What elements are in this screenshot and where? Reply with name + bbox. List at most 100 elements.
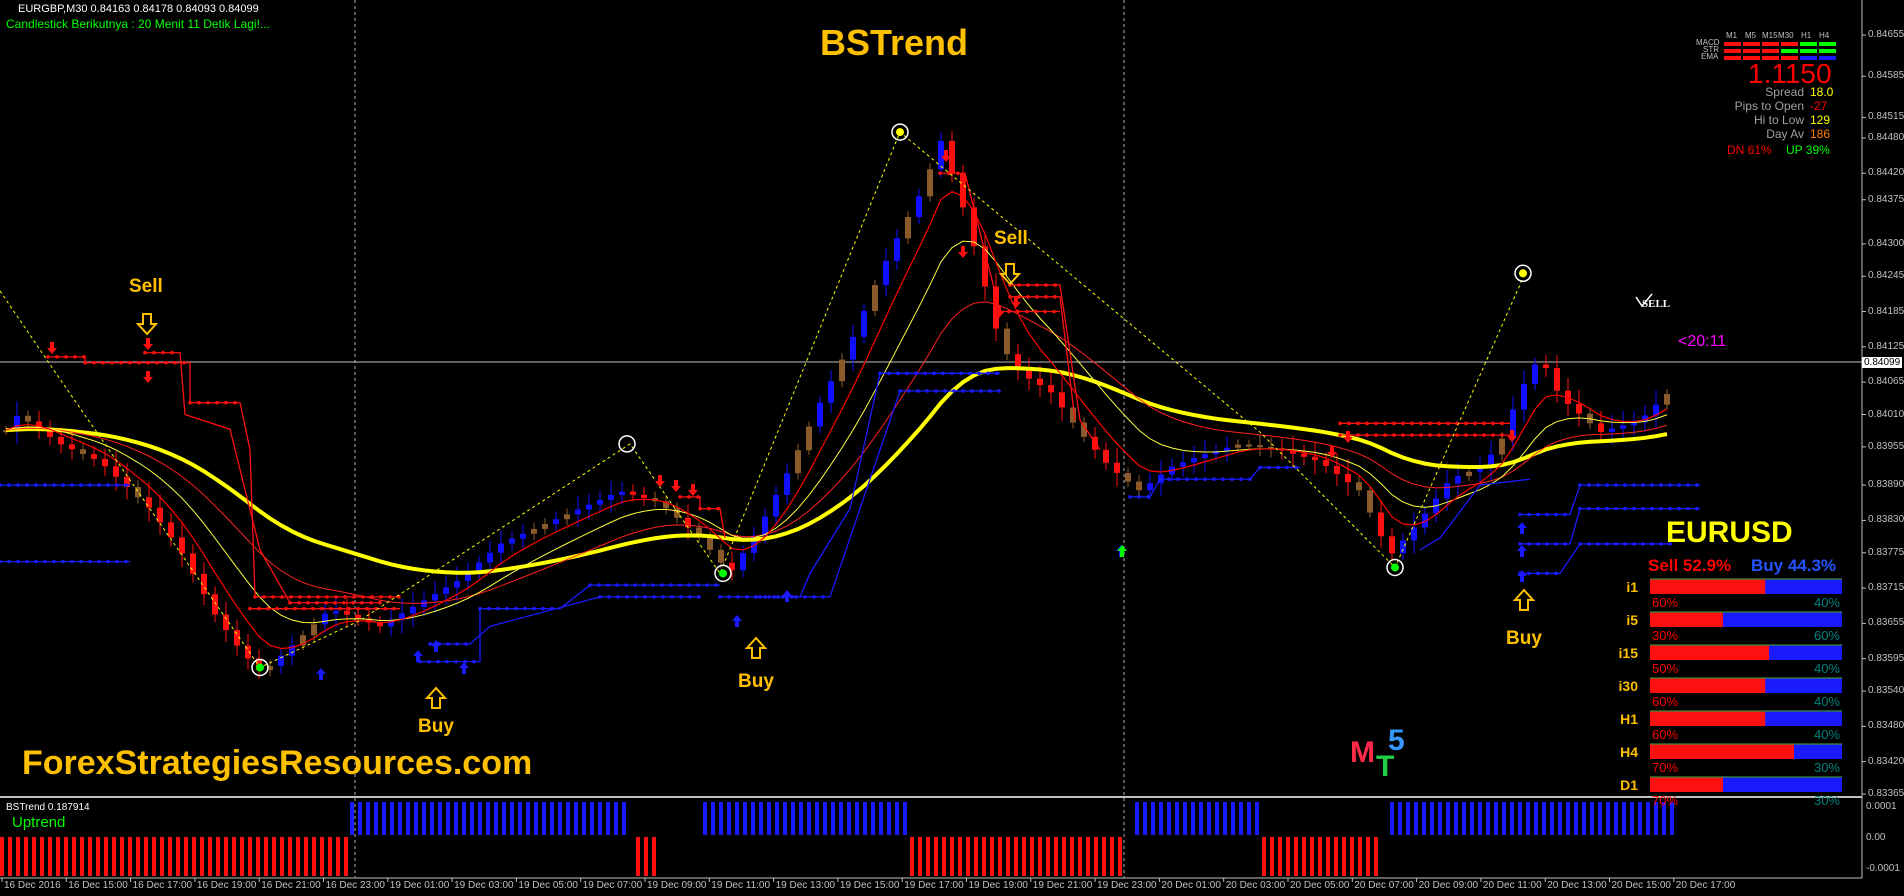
candle-body xyxy=(696,527,702,538)
supertrend-blue-3-dot xyxy=(436,659,440,664)
supertrend-red-4-dot xyxy=(678,495,682,499)
supertrend-red-5-dot xyxy=(1034,309,1038,314)
supertrend-blue-11-dot xyxy=(1545,571,1549,576)
supertrend-blue-7-dot xyxy=(1212,477,1216,482)
time-tick-label-11: 19 Dec 11:00 xyxy=(711,880,771,891)
candle-body xyxy=(564,514,570,520)
site-watermark: ForexStrategiesResources.com xyxy=(22,744,533,782)
candle-body xyxy=(421,600,427,607)
trend-bar-up xyxy=(1622,802,1626,835)
strength-buy-0: 40% xyxy=(1813,595,1840,610)
down-arrow-3 xyxy=(655,475,665,487)
supertrend-blue-1-dot xyxy=(97,483,101,487)
tf-header-m1: M1 xyxy=(1726,31,1738,40)
supertrend-blue-5-dot xyxy=(745,595,749,599)
buy-arrow-3 xyxy=(1512,588,1536,611)
supertrend-blue-7-dot xyxy=(1276,465,1280,470)
price-tick-label-18: 0.83595 xyxy=(1868,652,1904,664)
trend-bar-down xyxy=(128,837,132,876)
trend-bar-up xyxy=(903,802,907,835)
candle-body xyxy=(872,285,878,311)
supertrend-red-9-dot xyxy=(1428,433,1432,437)
trend-bar-down xyxy=(1014,837,1018,876)
trend-bar-up xyxy=(1558,802,1562,835)
tf-header-h1: H1 xyxy=(1801,31,1812,40)
trend-bar-down xyxy=(296,837,300,876)
strength-buy-4: 40% xyxy=(1813,727,1840,742)
supertrend-red-8-dot xyxy=(1428,421,1432,426)
trend-bar-up xyxy=(1630,802,1634,835)
down-arrow-6 xyxy=(941,150,951,162)
candle-body xyxy=(487,552,493,563)
mt5-logo-t: T xyxy=(1376,750,1395,783)
trend-bar-up xyxy=(1422,802,1426,835)
candle-body xyxy=(1026,370,1032,379)
stat-label-0: Spread xyxy=(1765,85,1804,99)
trend-bar-up xyxy=(526,802,530,835)
supertrend-red-3-dot xyxy=(329,606,333,611)
supertrend-blue-4-dot xyxy=(625,595,629,599)
trend-bar-up xyxy=(366,802,370,835)
candle-body xyxy=(201,573,207,595)
supertrend-blue-10-dot xyxy=(1668,506,1672,511)
trend-bar-up xyxy=(751,802,755,835)
supertrend-blue-7-dot xyxy=(1158,477,1162,482)
ind-axis-bottom: -0.0001 xyxy=(1866,863,1900,874)
strength-sell-2: 50% xyxy=(1652,661,1679,676)
candle-body xyxy=(1290,450,1296,454)
supertrend-blue-4-dot xyxy=(428,642,432,646)
trend-bar-down xyxy=(950,837,954,876)
supertrend-blue-5-dot xyxy=(896,371,900,376)
candle-body xyxy=(1477,467,1483,472)
trend-bar-up xyxy=(1231,802,1235,835)
trend-bar-down xyxy=(942,837,946,876)
candle-body xyxy=(729,562,735,571)
supertrend-blue-2-dot xyxy=(70,559,74,564)
strength-buy-3: 40% xyxy=(1813,694,1840,709)
supertrend-red-1-dot xyxy=(188,400,192,405)
candle-body xyxy=(1598,423,1604,432)
time-tick-label-22: 20 Dec 09:00 xyxy=(1418,880,1479,891)
supertrend-blue-3-dot xyxy=(705,583,709,587)
candle-body xyxy=(861,310,867,337)
trend-state: Uptrend xyxy=(12,814,66,831)
candle-body xyxy=(157,507,163,523)
supertrend-red-8-dot xyxy=(1383,421,1387,426)
trend-bar-up xyxy=(558,802,562,835)
supertrend-blue-7-dot xyxy=(1203,477,1207,482)
supertrend-blue-1-dot xyxy=(7,483,11,487)
supertrend-blue-9-dot xyxy=(1614,483,1618,487)
supertrend-red-9-dot xyxy=(1482,433,1486,437)
candle-body xyxy=(806,426,812,451)
sell-marker-check xyxy=(1635,293,1653,308)
supertrend-red-8-dot xyxy=(1482,421,1486,426)
supertrend-blue-10-dot xyxy=(1623,506,1627,511)
candle-body xyxy=(1257,445,1263,448)
trend-bar-down xyxy=(918,837,922,876)
supertrend-blue-9-dot xyxy=(1659,483,1663,487)
trend-bar-up xyxy=(847,802,851,835)
supertrend-red-9-dot xyxy=(1392,433,1396,437)
trend-bar-down xyxy=(990,837,994,876)
supertrend-red-1-dot xyxy=(146,360,150,365)
supertrend-red-1-dot xyxy=(379,595,383,599)
candle-body xyxy=(1004,328,1010,355)
supertrend-blue-7-dot xyxy=(1185,477,1189,482)
supertrend-blue-6-dot xyxy=(898,389,902,393)
trend-bar-up xyxy=(1223,802,1227,835)
candle-body xyxy=(102,458,108,467)
candle-body xyxy=(1147,483,1153,491)
supertrend-blue-2-dot xyxy=(25,559,29,564)
buy-arrow-2 xyxy=(744,636,768,659)
supertrend-blue-1-dot xyxy=(34,483,38,487)
supertrend-blue-9-dot xyxy=(1527,512,1531,517)
candle-body xyxy=(1631,422,1637,426)
supertrend-blue-3-dot xyxy=(669,583,673,587)
supertrend-blue-6-dot xyxy=(979,389,983,393)
strength-tf-6: D1 xyxy=(1620,777,1638,793)
supertrend-blue-9-dot xyxy=(1545,512,1549,517)
supertrend-red-1-dot xyxy=(55,355,59,359)
supertrend-blue-3-dot xyxy=(588,583,592,587)
